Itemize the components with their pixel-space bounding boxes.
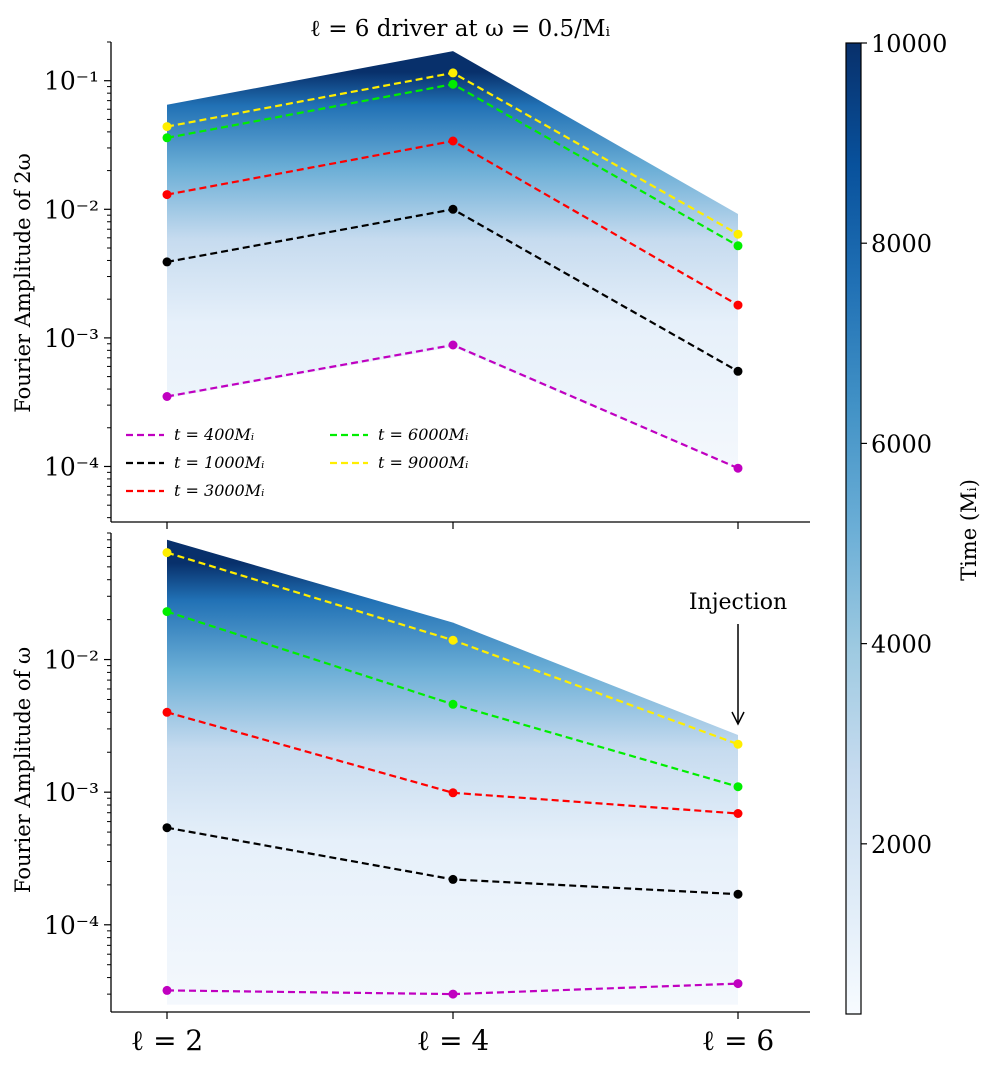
x-tick-label: ℓ = 6 — [702, 1024, 775, 1057]
y-tick-label: 10⁻³ — [44, 778, 99, 807]
data-point — [448, 68, 458, 78]
data-point — [162, 548, 172, 558]
data-point — [162, 122, 172, 132]
y-tick-label: 10⁻² — [44, 195, 99, 224]
colorbar-tick-label: 6000 — [871, 430, 932, 458]
envelope-fill — [167, 539, 738, 1005]
data-point — [162, 985, 172, 995]
y-tick-label: 10⁻² — [44, 646, 99, 675]
colorbar-label: Time (Mᵢ) — [957, 479, 981, 581]
data-point — [733, 782, 743, 792]
data-point — [448, 989, 458, 999]
data-point — [448, 79, 458, 89]
data-point — [733, 229, 743, 239]
data-point — [733, 739, 743, 749]
top-panel: 10⁻⁴ 10⁻³ 10⁻² 10⁻¹ t = 400Mᵢ t = 1000Mᵢ t = 3… — [44, 41, 810, 529]
envelope-fill — [167, 51, 738, 470]
bottom-panel: 10⁻⁴ 10⁻³ 10⁻² ℓ = 2 ℓ = 4 ℓ = 6 Injection — [44, 532, 810, 1057]
y-tick-label: 10⁻⁴ — [44, 452, 99, 481]
data-point — [733, 463, 743, 473]
legend: t = 400Mᵢ t = 1000Mᵢ t = 3000Mᵢ t = 6000Mᵢ t… — [126, 425, 468, 500]
legend-label: t = 1000Mᵢ — [174, 453, 264, 472]
y-tick-label: 10⁻³ — [44, 324, 99, 353]
chart-title: ℓ = 6 driver at ω = 0.5/Mᵢ — [310, 16, 611, 42]
x-tick-label: ℓ = 4 — [417, 1024, 490, 1057]
bottom-ylabel: Fourier Amplitude of ω — [11, 647, 35, 893]
y-tick-label: 10⁻¹ — [44, 67, 99, 96]
data-point — [162, 392, 172, 401]
colorbar-tick-label: 8000 — [871, 230, 932, 258]
data-point — [448, 874, 458, 884]
data-point — [162, 133, 172, 143]
data-point — [448, 204, 458, 214]
top-ylabel: Fourier Amplitude of 2ω — [11, 153, 35, 413]
data-point — [448, 635, 458, 645]
colorbar-tick-label: 2000 — [871, 831, 932, 859]
data-point — [162, 607, 172, 617]
data-point — [733, 366, 743, 376]
data-point — [162, 257, 172, 267]
data-point — [733, 809, 743, 818]
data-point — [448, 788, 458, 798]
data-point — [448, 136, 458, 146]
legend-label: t = 9000Mᵢ — [378, 453, 468, 472]
annotation-arrowhead — [731, 711, 745, 726]
data-point — [733, 889, 743, 899]
data-point — [448, 340, 458, 350]
colorbar-tick-label: 10000 — [871, 30, 947, 58]
data-point — [162, 190, 172, 200]
data-point — [733, 241, 743, 251]
legend-label: t = 6000Mᵢ — [378, 425, 468, 444]
legend-label: t = 3000Mᵢ — [174, 481, 264, 500]
data-point — [162, 823, 172, 833]
colorbar-gradient — [845, 42, 862, 1015]
colorbar: 2000 4000 6000 8000 10000 — [845, 30, 947, 1015]
legend-label: t = 400Mᵢ — [174, 425, 254, 444]
annotation-text: Injection — [689, 590, 787, 615]
data-point — [733, 979, 743, 989]
data-point — [162, 707, 172, 717]
x-tick-label: ℓ = 2 — [131, 1024, 204, 1057]
data-point — [733, 300, 743, 310]
colorbar-tick-label: 4000 — [871, 631, 932, 659]
y-tick-label: 10⁻⁴ — [44, 911, 99, 940]
data-point — [448, 699, 458, 709]
